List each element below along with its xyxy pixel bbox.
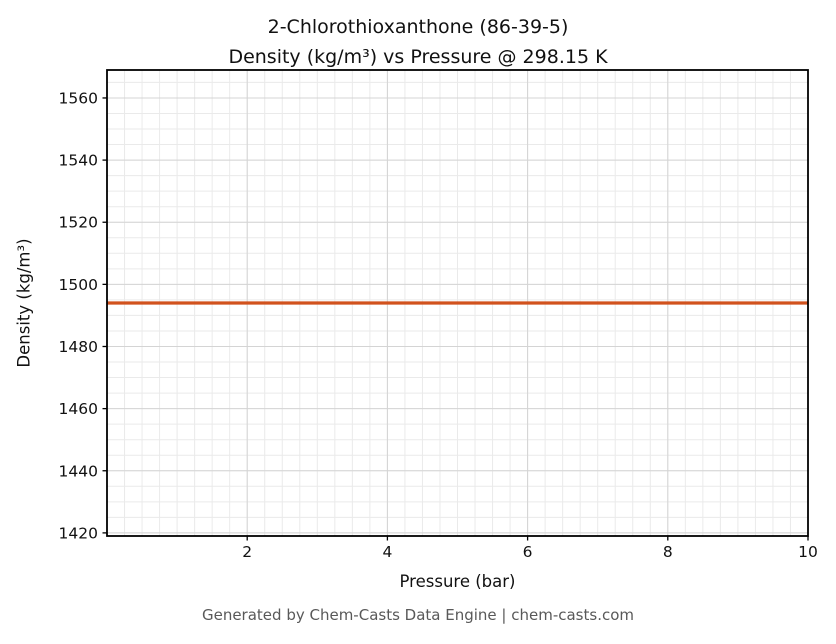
tick-label: 8 — [663, 543, 673, 561]
axis-ticks — [102, 97, 809, 541]
tick-label: 1460 — [59, 400, 98, 418]
footer-credit: Generated by Chem-Casts Data Engine | ch… — [201, 606, 635, 624]
tick-label: 10 — [798, 543, 818, 561]
tick-label: 6 — [523, 543, 533, 561]
tick-label: 2 — [242, 543, 252, 561]
tick-labels: 2 4 6 8 10 1420 1440 1460 1480 1500 1520 1540 1560 — [59, 89, 818, 561]
tick-label: 1480 — [59, 338, 98, 356]
chart-title-line1: 2-Chlorothioxanthone (86-39-5) — [267, 16, 569, 38]
tick-label: 1420 — [59, 524, 98, 542]
x-axis-label: Pressure (bar) — [399, 572, 516, 591]
tick-label: 1560 — [59, 89, 98, 107]
tick-label: 1500 — [59, 276, 98, 294]
tick-label: 1440 — [59, 462, 98, 480]
axes-frame — [106, 69, 809, 537]
chart-title-line2: Density (kg/m³) vs Pressure @ 298.15 K — [228, 46, 608, 68]
tick-label: 1540 — [59, 152, 98, 170]
y-axis-label: Density (kg/m³) — [14, 238, 34, 368]
tick-label: 1520 — [59, 214, 98, 232]
tick-label: 4 — [382, 543, 392, 561]
chart-title: 2-Chlorothioxanthone (86-39-5) Density (… — [0, 12, 836, 72]
